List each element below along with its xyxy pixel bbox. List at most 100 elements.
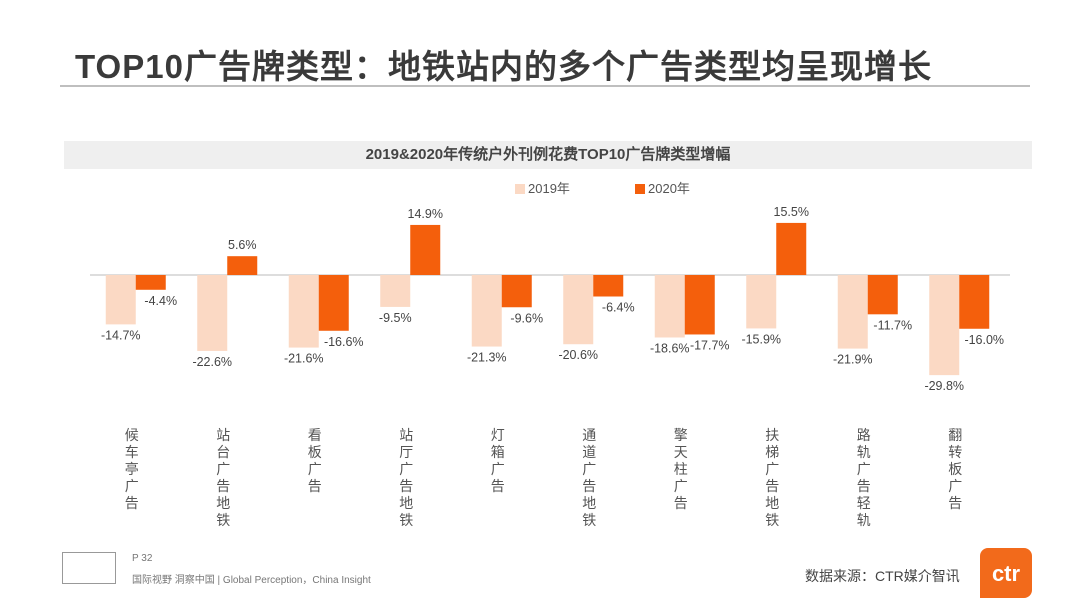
category-label: 灯 — [491, 427, 505, 443]
category-label: 箱 — [491, 444, 505, 460]
category-label: 广 — [308, 461, 322, 477]
data-label: 14.9% — [408, 207, 443, 221]
category-label: 站 — [216, 427, 230, 443]
bar-2019 — [746, 275, 777, 329]
category-label: 站 — [399, 427, 413, 443]
category-label: 天 — [674, 444, 688, 460]
bar-2020 — [684, 275, 715, 335]
category-label: 广 — [582, 461, 596, 477]
legend-label: 2019年 — [528, 181, 570, 196]
certification-logo — [62, 552, 116, 584]
page-number: P 32 — [132, 553, 153, 564]
data-label: -11.7% — [873, 318, 912, 332]
ctr-logo: ctr — [980, 548, 1032, 598]
legend-label: 2020年 — [648, 181, 690, 196]
category-label: 地 — [765, 495, 779, 511]
category-label: 地 — [399, 495, 413, 511]
data-label: 15.5% — [774, 205, 809, 219]
category-label: 铁 — [765, 512, 779, 528]
category-label: 告 — [216, 478, 230, 494]
bar-2019 — [563, 275, 594, 345]
page-title: TOP10广告牌类型：地铁站内的多个广告类型均呈现增长 — [75, 48, 932, 85]
data-label: -15.9% — [741, 332, 781, 346]
category-label: 扶 — [765, 427, 779, 443]
bar-2020 — [959, 275, 990, 329]
category-label: 板 — [948, 461, 962, 477]
data-label: -9.6% — [510, 311, 543, 325]
category-label: 厅 — [399, 444, 413, 460]
category-label: 候 — [125, 427, 139, 443]
bar-2020 — [135, 275, 166, 290]
category-label: 转 — [948, 444, 962, 460]
data-label: -14.7% — [101, 328, 141, 342]
data-label: -4.4% — [144, 294, 177, 308]
category-label: 通 — [582, 427, 596, 443]
category-label: 地 — [582, 495, 596, 511]
category-label: 广 — [399, 461, 413, 477]
category-label: 梯 — [765, 444, 779, 460]
data-label: -18.6% — [650, 341, 690, 355]
bar-2019 — [471, 275, 502, 347]
slogan: 国际视野 洞察中国 | Global Perception，China Insi… — [132, 575, 371, 586]
category-label: 轻 — [857, 495, 871, 511]
category-label: 地 — [216, 495, 230, 511]
data-label: -16.6% — [324, 335, 364, 349]
category-label: 广 — [857, 461, 871, 477]
bar-2020 — [410, 224, 441, 275]
category-label: 广 — [674, 478, 688, 494]
bar-2019 — [197, 275, 228, 351]
category-label: 铁 — [399, 512, 413, 528]
title-divider — [60, 85, 1030, 87]
category-label: 广 — [765, 461, 779, 477]
data-label: -21.3% — [467, 351, 507, 365]
category-label: 告 — [857, 478, 871, 494]
category-label: 广 — [216, 461, 230, 477]
data-label: -20.6% — [558, 348, 598, 362]
data-label: -9.5% — [379, 311, 412, 325]
data-label: -16.0% — [964, 333, 1004, 347]
bar-2020 — [776, 222, 807, 275]
bar-2019 — [929, 275, 960, 376]
bar-2020 — [593, 275, 624, 297]
bar-2019 — [654, 275, 685, 338]
data-label: -21.9% — [833, 353, 873, 367]
data-label: -17.7% — [690, 338, 730, 352]
bar-2019 — [105, 275, 136, 325]
category-label: 轨 — [857, 512, 871, 528]
data-label: -22.6% — [192, 355, 232, 369]
category-label: 告 — [765, 478, 779, 494]
bar-2019 — [837, 275, 868, 349]
data-label: -6.4% — [602, 301, 635, 315]
category-label: 擎 — [674, 427, 688, 443]
category-label: 亭 — [125, 461, 139, 477]
bar-2019 — [288, 275, 319, 348]
category-label: 广 — [125, 478, 139, 494]
category-label: 告 — [491, 478, 505, 494]
category-label: 看 — [308, 427, 322, 443]
category-label: 路 — [857, 427, 871, 443]
category-label: 轨 — [857, 444, 871, 460]
category-label: 告 — [308, 478, 322, 494]
category-label: 翻 — [948, 427, 962, 443]
category-label: 台 — [216, 444, 230, 460]
category-label: 板 — [308, 444, 322, 460]
data-label: 5.6% — [228, 238, 257, 252]
category-label: 告 — [582, 478, 596, 494]
bar-2019 — [380, 275, 411, 307]
category-label: 铁 — [216, 512, 230, 528]
bar-2020 — [227, 256, 258, 275]
legend-swatch — [515, 184, 525, 194]
category-label: 告 — [674, 495, 688, 511]
legend-swatch — [635, 184, 645, 194]
category-label: 告 — [125, 495, 139, 511]
data-label: -21.6% — [284, 352, 324, 366]
category-label: 告 — [948, 495, 962, 511]
category-label: 柱 — [674, 461, 688, 477]
category-label: 广 — [948, 478, 962, 494]
category-label: 铁 — [582, 512, 596, 528]
category-label: 车 — [125, 444, 139, 460]
category-label: 道 — [582, 444, 596, 460]
bar-2020 — [318, 275, 349, 331]
bar-2020 — [501, 275, 532, 308]
